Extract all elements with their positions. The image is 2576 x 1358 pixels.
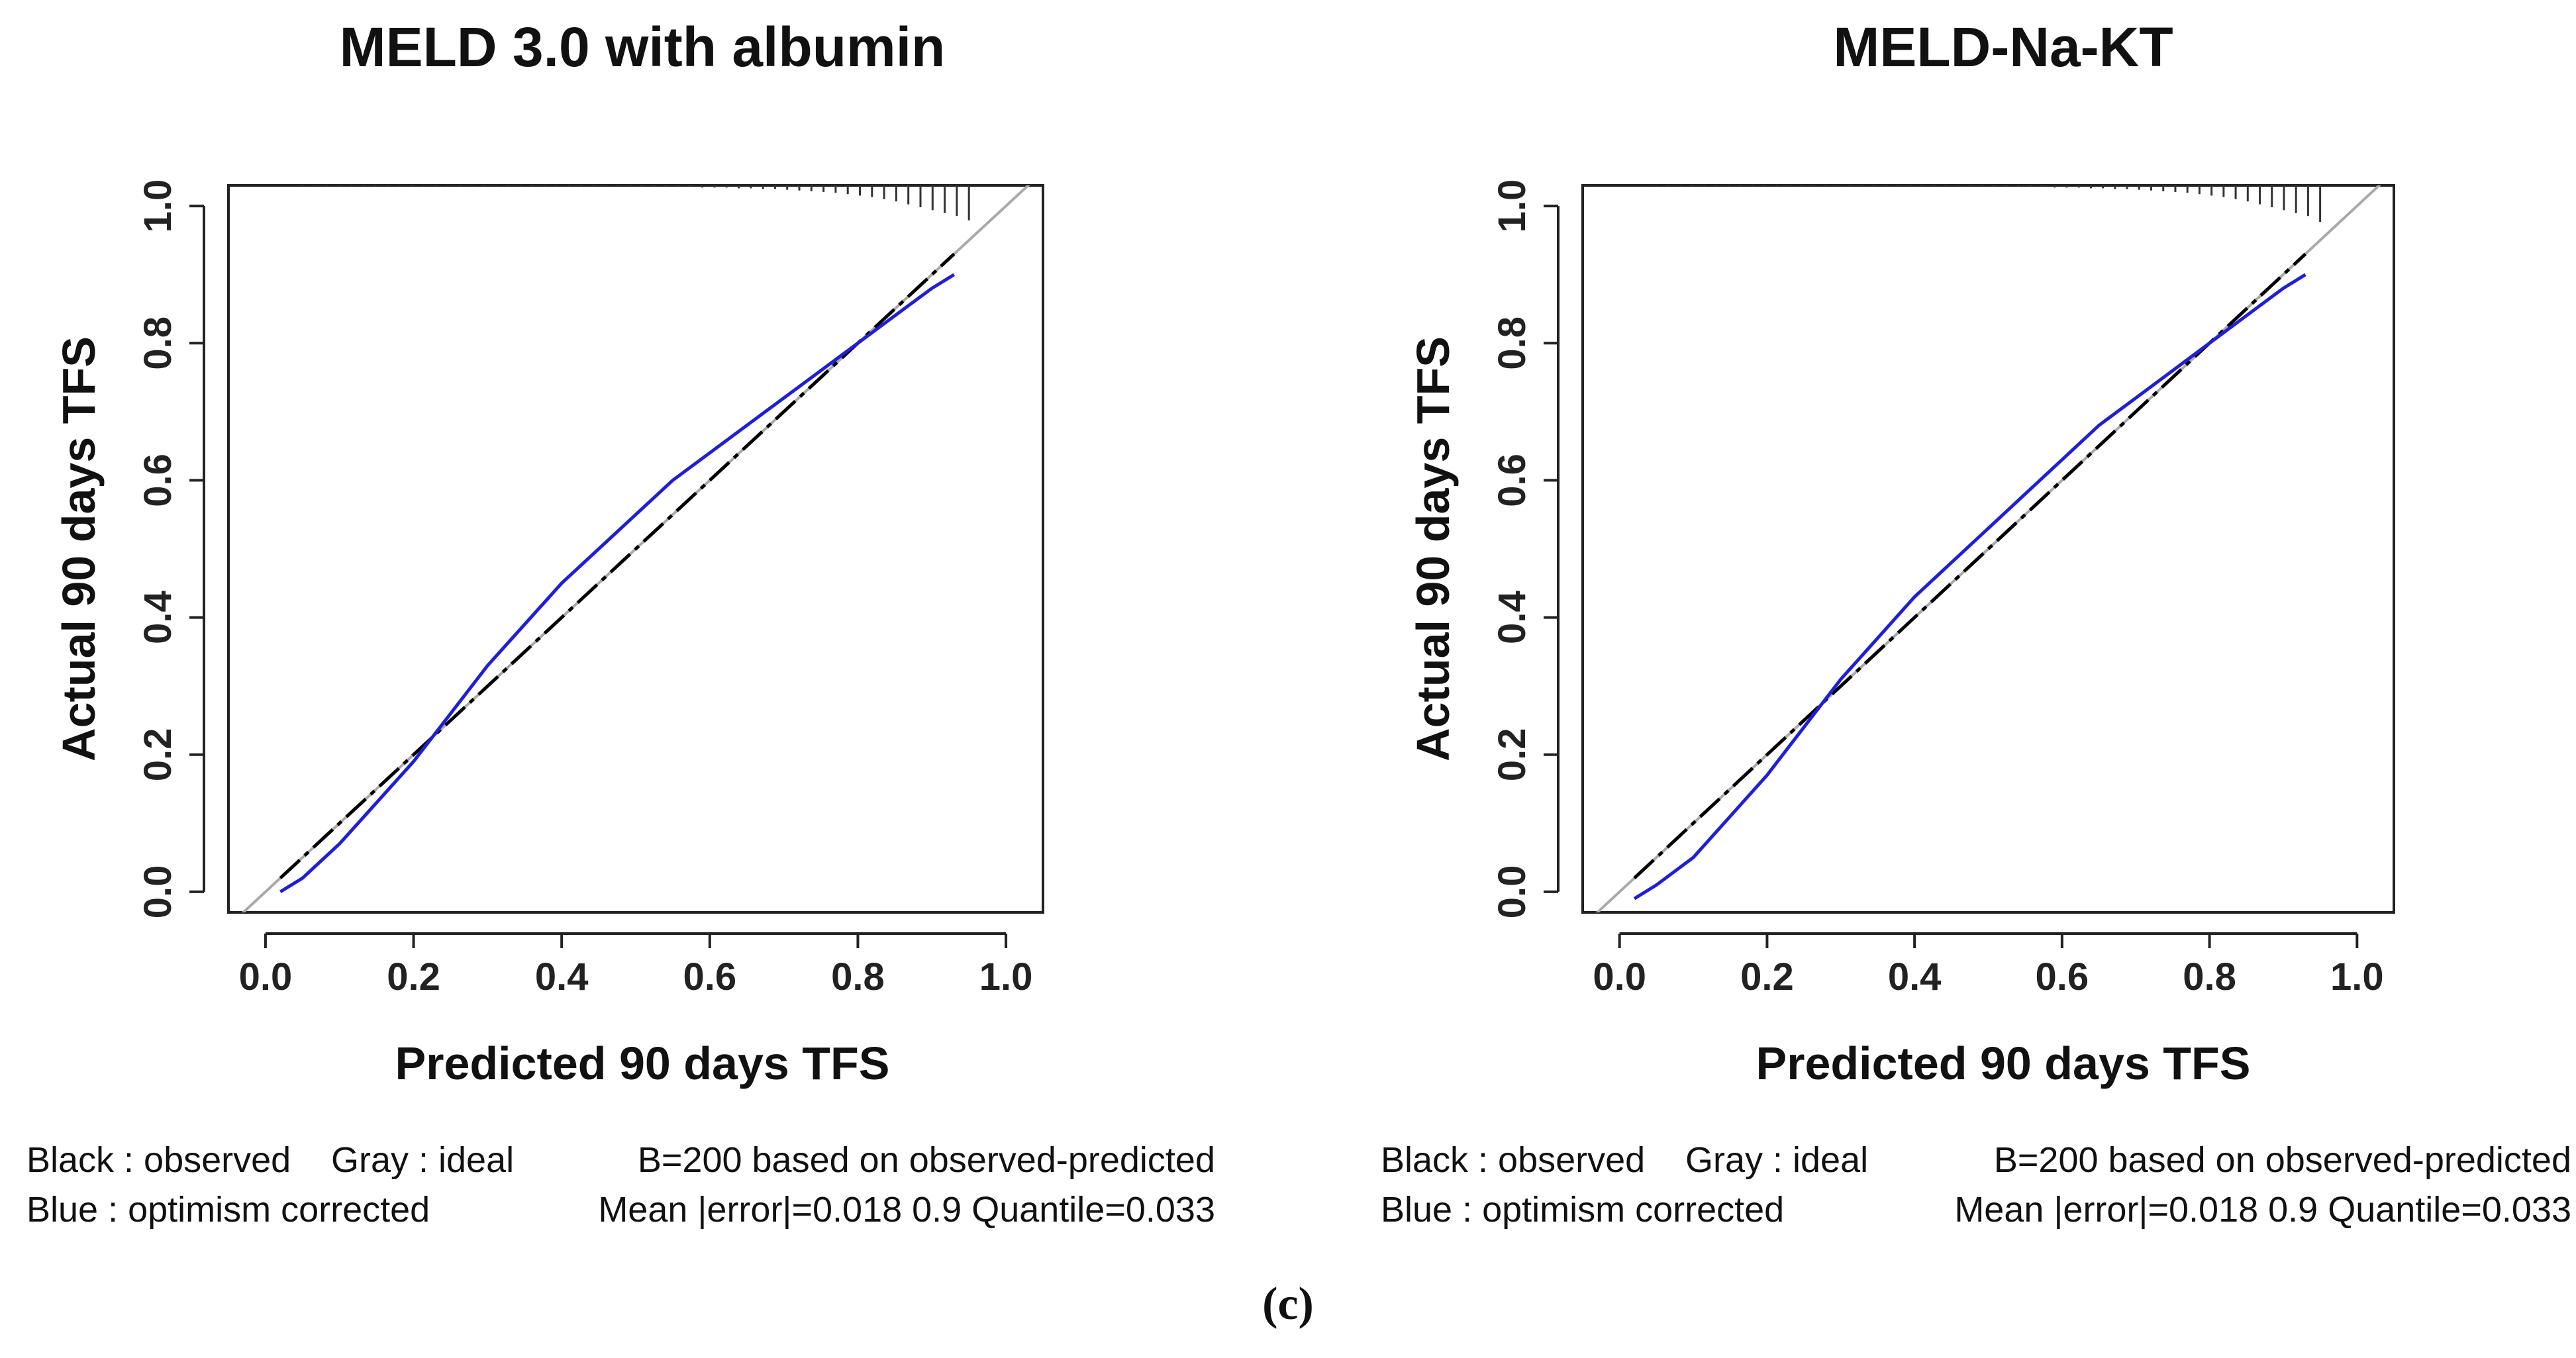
figure-caption: (c)	[1262, 1279, 1314, 1330]
stats-bootstrap: B=200 based on observed-predicted	[638, 1140, 1215, 1180]
calibration-panel-meldnakt: MELD-Na-KT 0.0 0.2 0.4 0.6 0.8 1.0 0.0 0.2 0.4 0.6…	[1354, 0, 2576, 1258]
chart-title: MELD-Na-KT	[1833, 16, 2173, 78]
legend-ideal: Gray : ideal	[1685, 1140, 1868, 1180]
y-tick-label: 0.4	[136, 591, 179, 644]
chart-title: MELD 3.0 with albumin	[340, 16, 946, 78]
x-tick-label: 1.0	[2330, 955, 2384, 998]
stats-error: Mean |error|=0.018 0.9 Quantile=0.033	[1954, 1190, 2571, 1230]
y-tick-label: 0.2	[136, 728, 179, 781]
plot-area	[1595, 185, 2381, 912]
x-tick-label: 0.2	[1740, 955, 1794, 998]
plot-area	[241, 185, 1030, 912]
calibration-plot-meld3: MELD 3.0 with albumin 0.0 0.2 0.4 0.6 0.8 1.0 0…	[26, 16, 1215, 1230]
calibration-plot-meldnakt: MELD-Na-KT 0.0 0.2 0.4 0.6 0.8 1.0 0.0 0.2 0.4 0.6…	[1381, 16, 2571, 1230]
legend-optimism-corrected: Blue : optimism corrected	[26, 1190, 430, 1230]
y-axis-label: Actual 90 days TFS	[1407, 336, 1459, 761]
y-tick-label: 1.0	[136, 179, 179, 233]
x-tick-label: 0.8	[2183, 955, 2236, 998]
y-tick-label: 0.6	[136, 454, 179, 507]
series-line-optimism-corrected	[1633, 273, 2306, 900]
y-tick-label: 0.2	[1491, 728, 1534, 781]
x-tick-label: 0.8	[831, 955, 885, 998]
x-tick-label: 0.4	[535, 955, 589, 998]
legend-observed: Black : observed	[26, 1140, 291, 1180]
x-axis-label: Predicted 90 days TFS	[1756, 1038, 2251, 1089]
stats-error: Mean |error|=0.018 0.9 Quantile=0.033	[598, 1190, 1215, 1230]
x-tick-label: 0.2	[387, 955, 440, 998]
plot-frame	[227, 184, 1044, 914]
series-line-observed	[279, 252, 956, 880]
y-tick-label: 0.8	[136, 316, 179, 370]
x-tick-label: 1.0	[979, 955, 1033, 998]
legend-observed: Black : observed	[1381, 1140, 1645, 1180]
y-tick-label: 1.0	[1491, 179, 1534, 233]
y-tick-label: 0.4	[1491, 591, 1534, 644]
x-tick-label: 0.0	[1593, 955, 1646, 998]
calibration-panel-meld3: MELD 3.0 with albumin 0.0 0.2 0.4 0.6 0.8 1.0 0…	[0, 0, 1288, 1258]
y-axis-label: Actual 90 days TFS	[53, 336, 105, 761]
y-tick-label: 0.6	[1491, 454, 1534, 507]
x-axis-label: Predicted 90 days TFS	[395, 1038, 890, 1089]
y-tick-label: 0.0	[136, 865, 179, 919]
y-tick-label: 0.8	[1491, 316, 1534, 370]
series-line-observed	[1633, 252, 2307, 880]
x-tick-label: 0.6	[683, 955, 736, 998]
x-tick-label: 0.0	[239, 955, 293, 998]
stats-bootstrap: B=200 based on observed-predicted	[1994, 1140, 2571, 1180]
plot-frame	[1581, 184, 2395, 914]
legend-ideal: Gray : ideal	[331, 1140, 514, 1180]
series-line-optimism-corrected	[279, 273, 956, 894]
y-tick-label: 0.0	[1491, 865, 1534, 919]
x-tick-label: 0.6	[2036, 955, 2089, 998]
legend-optimism-corrected: Blue : optimism corrected	[1381, 1190, 1784, 1230]
x-tick-label: 0.4	[1888, 955, 1942, 998]
